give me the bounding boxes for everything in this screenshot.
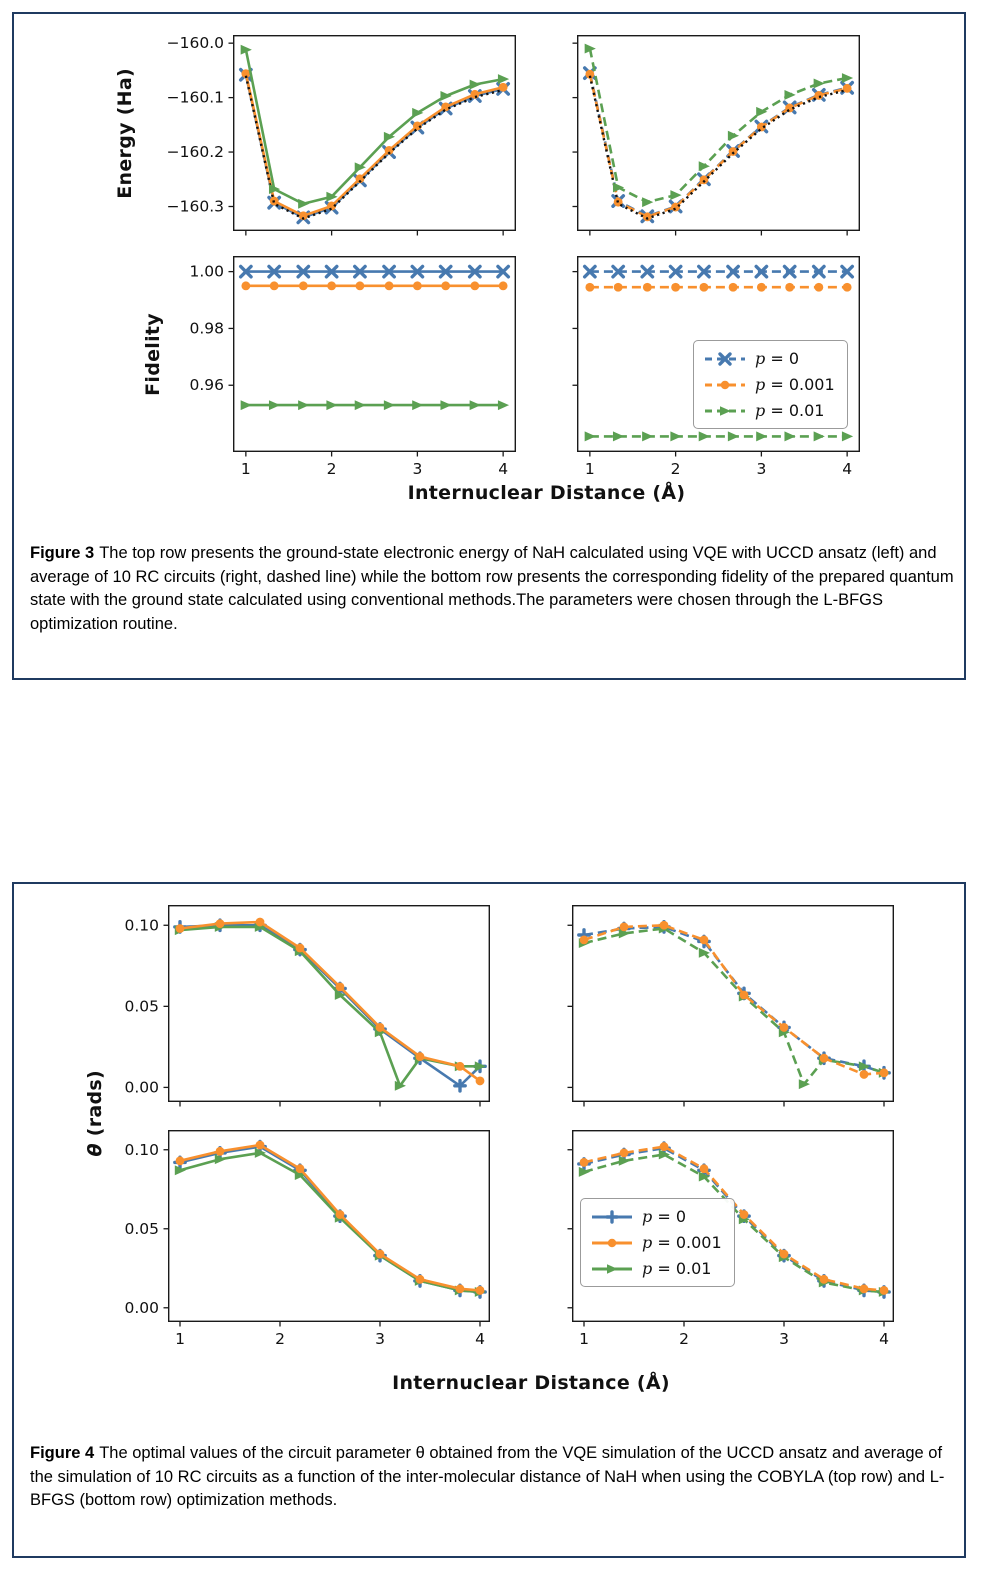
svg-text:2: 2 — [671, 460, 681, 478]
legend-p001-marker-icon — [591, 1235, 633, 1251]
svg-text:0.05: 0.05 — [124, 997, 159, 1015]
legend-p001-marker-icon — [704, 377, 746, 393]
chart-theta-cobyla-uccd: 0.10 0.05 0.00 — [124, 904, 491, 1107]
legend-entry-p0: p = 0 — [704, 349, 835, 368]
chart-theta-cobyla-rc — [567, 904, 895, 1107]
svg-text:3: 3 — [779, 1330, 789, 1348]
figure4-legend: p = 0 p = 0.001 p = 0.01 — [580, 1198, 735, 1287]
legend-p01-label: p = 0.01 — [642, 1259, 712, 1278]
svg-text:4: 4 — [842, 460, 852, 478]
svg-text:3: 3 — [412, 460, 422, 478]
fidelity-axis-label-text: Fidelity — [142, 312, 164, 396]
energy-axis-label-text: Energy (Ha) — [114, 67, 136, 199]
legend-p001-label: p = 0.001 — [642, 1233, 722, 1252]
svg-text:−160.0: −160.0 — [167, 34, 224, 52]
theta-axis-label: θ (rads) — [80, 905, 110, 1322]
legend-p01-marker-icon — [591, 1261, 633, 1277]
energy-axis-label: Energy (Ha) — [110, 35, 140, 231]
legend-entry-p001: p = 0.001 — [704, 375, 835, 394]
svg-text:1: 1 — [579, 1330, 589, 1348]
svg-text:2: 2 — [679, 1330, 689, 1348]
legend-entry-p0: p = 0 — [591, 1207, 722, 1226]
svg-text:0.98: 0.98 — [189, 319, 224, 337]
legend-p0-marker-icon — [704, 351, 746, 367]
chart-theta-lbfgs-rc: p = 0 p = 0.001 p = 0.01 1 2 3 4 — [567, 1129, 895, 1348]
svg-text:0.96: 0.96 — [189, 376, 224, 394]
chart-energy-rc — [572, 34, 861, 236]
legend-p01-label: p = 0.01 — [755, 401, 825, 420]
chart-theta-lbfgs-uccd: 1 2 3 4 0.10 0.05 0.00 — [124, 1129, 491, 1348]
chart-energy-uccd: −160.0 −160.1 −160.2 −160.3 — [167, 34, 517, 236]
svg-text:0.00: 0.00 — [124, 1299, 159, 1317]
svg-text:2: 2 — [327, 460, 337, 478]
figure4-caption-text: The optimal values of the circuit parame… — [30, 1444, 945, 1510]
fidelity-axis-label: Fidelity — [138, 256, 168, 452]
legend-entry-p01: p = 0.01 — [704, 401, 835, 420]
legend-p0-label: p = 0 — [755, 349, 800, 368]
legend-entry-p001: p = 0.001 — [591, 1233, 722, 1252]
chart-fidelity-uccd: 1 2 3 4 1.00 0.98 0.96 — [189, 255, 517, 478]
svg-text:4: 4 — [879, 1330, 889, 1348]
svg-text:−160.3: −160.3 — [167, 198, 224, 216]
svg-text:0.05: 0.05 — [124, 1220, 159, 1238]
legend-p01-marker-icon — [704, 403, 746, 419]
legend-p0-label: p = 0 — [642, 1207, 687, 1226]
figure3-x-axis-label: Internuclear Distance (Å) — [407, 482, 686, 504]
svg-text:4: 4 — [498, 460, 508, 478]
figure3-caption: Figure 3 The top row presents the ground-… — [30, 542, 954, 636]
svg-text:3: 3 — [375, 1330, 385, 1348]
svg-text:1: 1 — [175, 1330, 185, 1348]
svg-text:−160.1: −160.1 — [167, 89, 224, 107]
legend-entry-p01: p = 0.01 — [591, 1259, 722, 1278]
svg-text:1.00: 1.00 — [189, 263, 224, 281]
svg-text:4: 4 — [475, 1330, 485, 1348]
figure3-legend: p = 0 p = 0.001 p = 0.01 — [693, 340, 848, 429]
svg-text:1: 1 — [241, 460, 251, 478]
figure4-x-axis-label: Internuclear Distance (Å) — [392, 1372, 670, 1394]
figure4-caption-label: Figure 4 — [30, 1444, 95, 1462]
svg-text:0.10: 0.10 — [124, 1141, 159, 1159]
svg-text:0.10: 0.10 — [124, 916, 159, 934]
figure3-panel: Energy (Ha) Fidelity −160.0 −160.1 −160.2−… — [12, 12, 966, 680]
figure4-panel: θ (rads) 0.10 0.05 0.00 1 2 3 4 0.10 0.05 0.00 p… — [12, 882, 966, 1558]
chart-fidelity-rc: p = 0 p = 0.001 p = 0.01 1 2 3 4 — [572, 255, 861, 478]
svg-text:2: 2 — [275, 1330, 285, 1348]
legend-p0-marker-icon — [591, 1209, 633, 1225]
legend-p001-label: p = 0.001 — [755, 375, 835, 394]
figure4-caption: Figure 4 The optimal values of the circui… — [30, 1442, 954, 1513]
svg-text:1: 1 — [585, 460, 595, 478]
svg-text:−160.2: −160.2 — [167, 143, 224, 161]
figure3-caption-label: Figure 3 — [30, 544, 95, 562]
figure3-caption-text: The top row presents the ground-state el… — [30, 544, 954, 633]
svg-text:3: 3 — [756, 460, 766, 478]
theta-axis-label-text: θ (rads) — [84, 1070, 106, 1157]
svg-text:0.00: 0.00 — [124, 1078, 159, 1096]
